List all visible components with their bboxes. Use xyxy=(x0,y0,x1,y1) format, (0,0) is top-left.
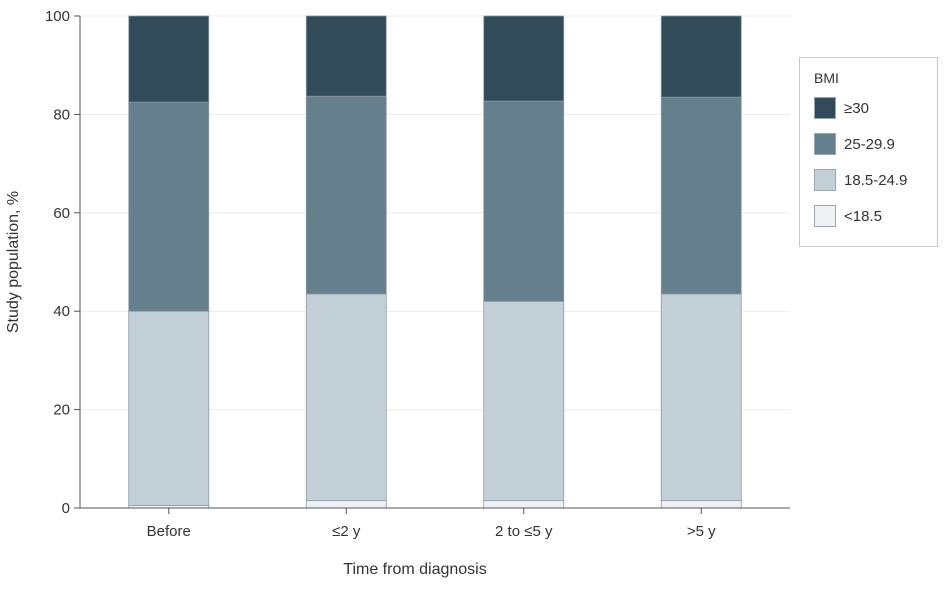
legend-swatch xyxy=(814,133,836,155)
bar-segment xyxy=(128,310,210,506)
bar-segment xyxy=(483,300,565,502)
y-axis-title: Study population, % xyxy=(5,191,22,333)
bar-segment xyxy=(305,500,387,509)
bar-segment xyxy=(660,96,742,295)
bar-segment xyxy=(128,15,210,103)
y-tick-label: 0 xyxy=(62,500,70,517)
x-tick-label: >5 y xyxy=(687,523,716,540)
legend-item: 18.5-24.9 xyxy=(814,167,907,193)
legend-label: <18.5 xyxy=(844,207,882,225)
y-tick-label: 80 xyxy=(53,106,70,123)
y-tick-label: 40 xyxy=(53,303,70,320)
legend-swatch xyxy=(814,97,836,119)
axes xyxy=(79,16,790,509)
y-tick-label: 20 xyxy=(53,402,70,419)
bars xyxy=(128,15,742,509)
x-tick-label: Before xyxy=(147,523,191,540)
bar-segment xyxy=(128,101,210,312)
legend-title: BMI xyxy=(814,70,839,86)
legend-label: 25-29.9 xyxy=(844,135,895,153)
bar-segment xyxy=(660,15,742,98)
legend-item: ≥30 xyxy=(814,95,869,121)
bar-segment xyxy=(305,293,387,502)
x-tick-label: ≤2 y xyxy=(332,523,361,540)
bar-segment xyxy=(483,500,565,509)
y-tick-label: 60 xyxy=(53,205,70,222)
y-tick-label: 100 xyxy=(45,8,70,25)
bar-segment xyxy=(305,95,387,295)
bar-segment xyxy=(660,293,742,502)
legend-item: <18.5 xyxy=(814,203,882,229)
y-tick-labels: 0 20 40 60 80 100 xyxy=(45,8,80,517)
legend-swatch xyxy=(814,205,836,227)
legend-swatch xyxy=(814,169,836,191)
legend: BMI ≥30 25-29.9 18.5-24.9 <18.5 xyxy=(799,57,938,247)
x-tick-labels: Before ≤2 y 2 to ≤5 y >5 y xyxy=(147,508,716,540)
x-axis-title: Time from diagnosis xyxy=(343,561,486,578)
bar-segment xyxy=(483,15,565,102)
legend-label: ≥30 xyxy=(844,99,869,117)
bar-segment xyxy=(305,15,387,97)
bar-segment xyxy=(483,100,565,302)
legend-label: 18.5-24.9 xyxy=(844,171,908,189)
bar-segment xyxy=(660,500,742,509)
x-tick-label: 2 to ≤5 y xyxy=(495,523,553,540)
legend-item: 25-29.9 xyxy=(814,131,895,157)
